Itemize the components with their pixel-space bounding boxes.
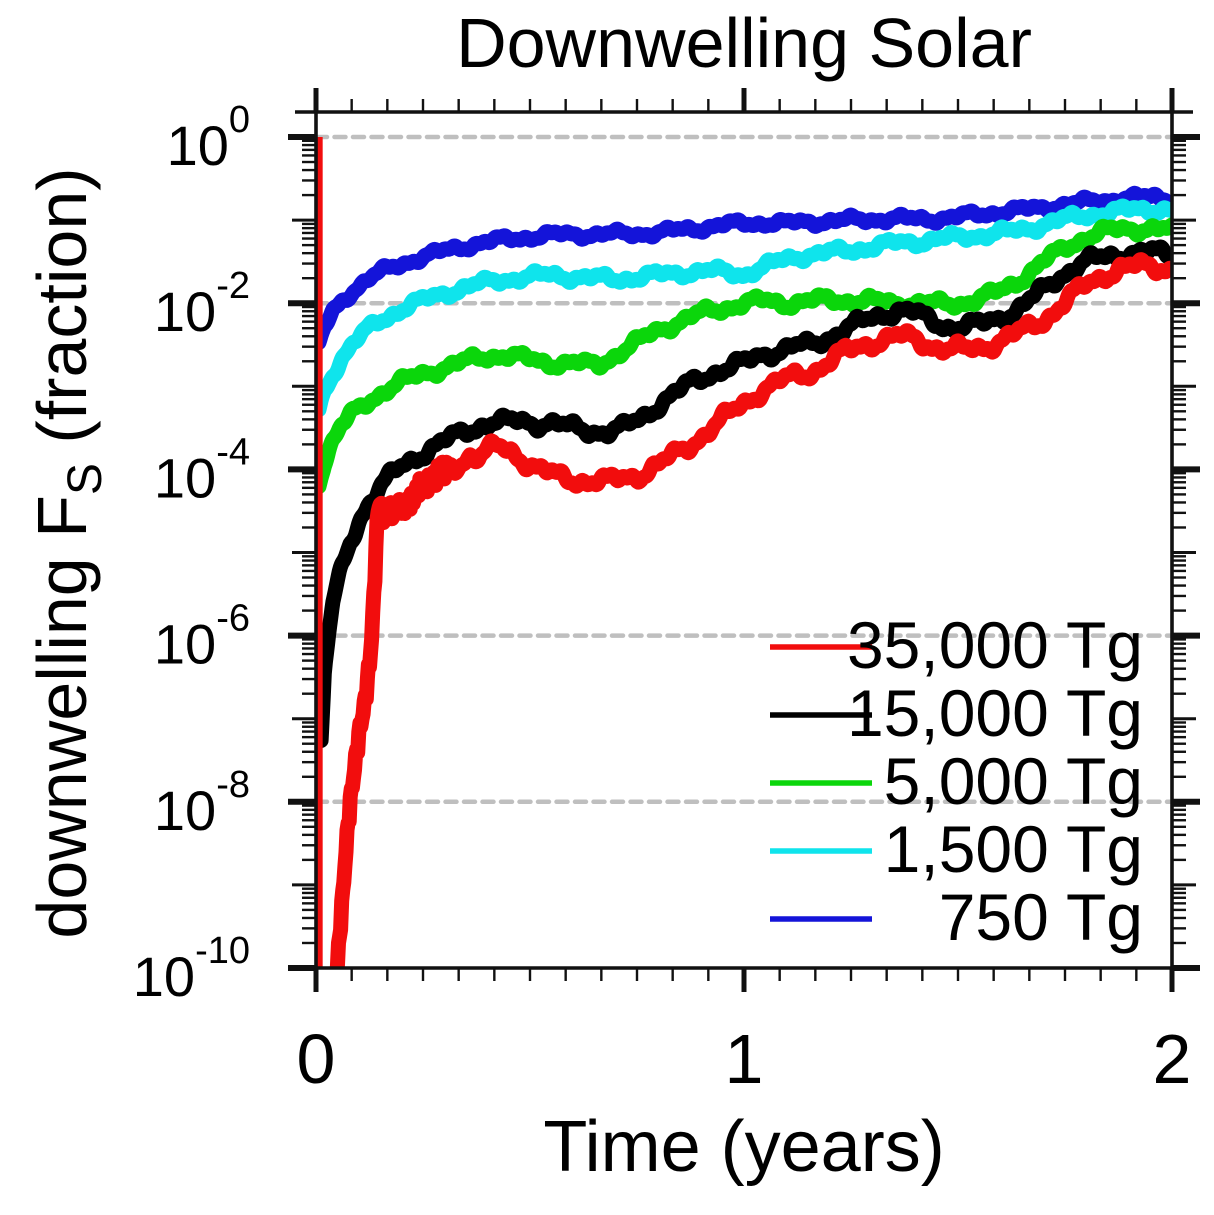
x-tick-label-1: 1 [725, 1020, 764, 1098]
legend-entry-5000Tg: 5,000 Tg [770, 744, 1143, 818]
y-tick-label-1e-2: 10-2 [154, 265, 250, 343]
legend-entry-35000Tg: 35,000 Tg [770, 608, 1143, 682]
series-curve-750 [316, 185, 1172, 350]
x-axis-label: Time (years) [543, 1107, 945, 1187]
y-tick-label-1e-8: 10-8 [154, 764, 250, 842]
y-axis-label-text: downwelling F [23, 495, 101, 939]
legend-entry-15000Tg: 15,000 Tg [770, 676, 1143, 750]
y-tick-label-1e-10: 10-10 [133, 930, 250, 1008]
series-curve-5000 [316, 217, 1172, 495]
legend-label: 35,000 Tg [847, 608, 1143, 682]
legend-label: 1,500 Tg [884, 812, 1143, 886]
y-axis-label-subscript: S [59, 463, 112, 496]
series-curve-35000 [329, 252, 1172, 968]
y-axis-label: downwelling FS (fraction) [22, 153, 114, 953]
x-tick-label-2: 2 [1153, 1020, 1192, 1098]
legend-entry-750Tg: 750 Tg [770, 880, 1143, 954]
legend-label: 15,000 Tg [847, 676, 1143, 750]
curves-group [316, 137, 1172, 968]
legend-label: 750 Tg [939, 880, 1143, 954]
y-axis-label-suffix: (fraction) [23, 167, 101, 464]
legend-entry-1500Tg: 1,500 Tg [770, 812, 1143, 886]
x-tick-label-0: 0 [297, 1020, 336, 1098]
series-curve-1500 [316, 198, 1172, 418]
chart-title: Downwelling Solar [456, 4, 1032, 82]
series-curve-15000 [316, 239, 1172, 748]
y-tick-label-1e-4: 10-4 [154, 431, 250, 509]
y-tick-label-1e-6: 10-6 [154, 598, 250, 676]
y-tick-label-1e0: 100 [167, 99, 250, 177]
legend-label: 5,000 Tg [884, 744, 1143, 818]
